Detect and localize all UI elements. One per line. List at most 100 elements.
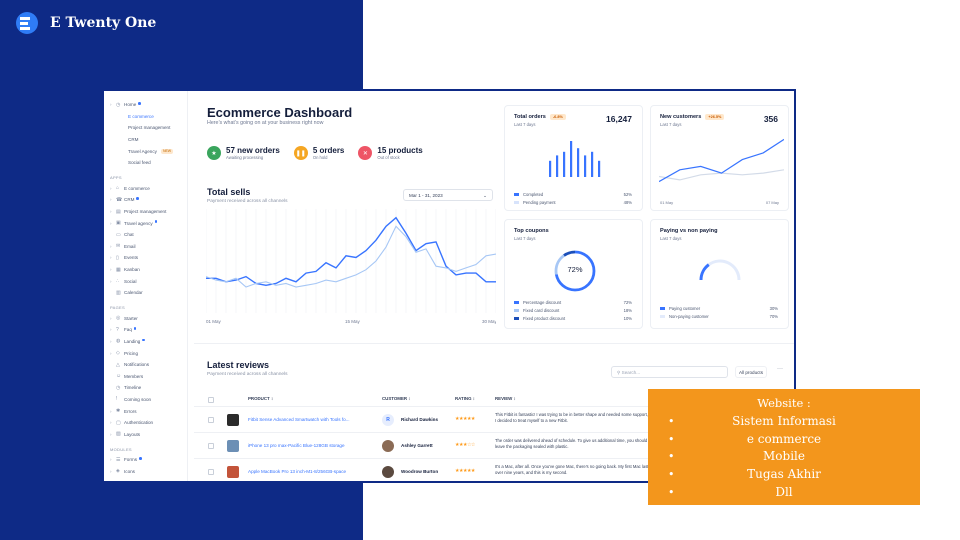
search-input[interactable]: ⚲ Search... <box>611 366 728 378</box>
paying-gauge-chart <box>699 259 741 281</box>
rating-stars: ★★★★★ <box>455 416 475 422</box>
sidebar-item-project-management[interactable]: Project management <box>110 122 187 134</box>
col-rating[interactable]: RATING ↕ <box>455 396 475 401</box>
legend-completed: Completed <box>514 192 543 197</box>
sidebar-item-e-commerce[interactable]: › ⌂ E commerce <box>110 183 187 195</box>
sidebar-item-landing[interactable]: › ◍ Landing <box>110 336 187 348</box>
legend-percentage: Percentage discount <box>514 300 561 305</box>
stat-new-orders: ★ 57 new orders Awaiting processing <box>207 146 280 160</box>
row-checkbox[interactable] <box>208 443 214 449</box>
review-text: The order was delivered ahead of schedul… <box>495 438 648 449</box>
legend-label: Non-paying customer <box>669 314 709 319</box>
sidebar-item-calendar[interactable]: ▥ Calendar <box>110 287 187 299</box>
total-sells-title: Total sells <box>207 187 251 197</box>
sidebar-section-label: MODULES <box>110 446 132 452</box>
chevron-right-icon: › <box>110 315 112 321</box>
more-icon[interactable]: ··· <box>777 366 783 372</box>
sidebar-item-members[interactable]: ☺ Members <box>110 370 187 382</box>
sidebar-item-kanban[interactable]: › ▦ Kanban <box>110 264 187 276</box>
row-checkbox[interactable] <box>208 417 214 423</box>
sidebar-item-coming-soon[interactable]: ! Coming soon <box>110 394 187 406</box>
sidebar-item-social-feed[interactable]: Social feed <box>110 157 187 169</box>
tag-icon: ◇ <box>116 350 120 357</box>
sidebar-item-events[interactable]: › ▯ Events <box>110 252 187 264</box>
sidebar-item-label: Pricing <box>124 350 139 356</box>
sidebar-item-faq[interactable]: ›? Faq <box>110 324 187 336</box>
product-filter[interactable]: All products <box>735 366 768 378</box>
legend-swatch <box>514 309 519 312</box>
date-range-select[interactable]: Mar 1 - 31, 2023 ⌄ <box>403 189 493 201</box>
sidebar-item-icons[interactable]: › ◈ Icons <box>110 466 187 478</box>
chevron-right-icon: › <box>110 267 112 273</box>
coupons-donut-chart <box>554 250 596 292</box>
sidebar-item-label: Authentication <box>124 420 154 426</box>
sidebar-item-chat[interactable]: ▭ Chat <box>110 229 187 241</box>
customer-name[interactable]: Richard Dawkins <box>401 417 439 422</box>
sidebar-item-label: Errors <box>124 408 137 414</box>
sidebar-item-notifications[interactable]: △ Notifications <box>110 359 187 371</box>
col-review[interactable]: REVIEW ↕ <box>495 396 516 401</box>
sidebar-item-forms[interactable]: › ☰ Forms <box>110 454 187 466</box>
new-customers-title: New customers <box>660 114 702 120</box>
clipboard-icon: ▤ <box>116 208 121 215</box>
sidebar-item-travel-agency[interactable]: › ▣ Travel agency <box>110 217 187 229</box>
sidebar-item-timeline[interactable]: ◷ Timeline <box>110 382 187 394</box>
sidebar-item-label: Members <box>124 373 144 379</box>
card-period: Last 7 days <box>514 236 536 241</box>
phone-icon: ☎ <box>116 196 123 203</box>
stat-on-hold: ❚❚ 5 orders On hold <box>293 146 344 160</box>
sidebar-item-travel-agency[interactable]: Travel Agency NEW <box>110 145 187 157</box>
sidebar-item-authentication[interactable]: › ▢ Authentication <box>110 417 187 429</box>
sidebar-item-label: Timeline <box>124 385 142 391</box>
sidebar-item-label: Travel Agency <box>128 148 157 154</box>
customer-name[interactable]: Woodrow Burton <box>401 469 439 474</box>
sidebar-item-crm[interactable]: CRM <box>110 134 187 146</box>
sidebar-item-label: Coming soon <box>124 396 152 402</box>
sidebar-item-e-commerce[interactable]: E commerce <box>110 111 187 123</box>
x-tick-label: 30 May <box>482 319 496 324</box>
sidebar-item-email[interactable]: › ✉ Email <box>110 241 187 253</box>
sidebar-item-layouts[interactable]: › ▧ Layouts <box>110 428 187 440</box>
reviews-subtitle: Payment received across all channels <box>207 372 288 377</box>
x-icon: ✕ <box>358 146 373 160</box>
star-icon: ★ <box>207 146 221 160</box>
brand: E Twenty One <box>16 12 156 34</box>
select-all-checkbox[interactable] <box>208 397 214 403</box>
search-placeholder: Search... <box>621 370 641 375</box>
sidebar-item-label: Notifications <box>124 362 150 368</box>
total-orders-card: Total orders -6.8% Last 7 days 16,247 Com… <box>504 105 643 211</box>
product-link[interactable]: iPhone 13 pro max-Pacific Blue-128GB sto… <box>248 443 345 448</box>
customer-name[interactable]: Ashley Garrett <box>401 443 433 448</box>
col-customer[interactable]: CUSTOMER ↕ <box>382 396 411 401</box>
product-link[interactable]: Apple MacBook Pro 13 inch-M1-8/256GB-spa… <box>248 469 347 474</box>
avatar: R <box>382 414 394 426</box>
sidebar-item-project-management[interactable]: › ▤ Project management <box>110 206 187 218</box>
sidebar-item-crm[interactable]: › ☎ CRM <box>110 194 187 206</box>
table-row[interactable]: Fitbit Sense Advanced Smartwatch with To… <box>194 406 794 432</box>
sidebar-item-label: Layouts <box>124 431 141 437</box>
avatar <box>382 466 394 478</box>
sidebar-item-home[interactable]: › ◷ Home <box>110 99 187 111</box>
chevron-down-icon: ⌄ <box>483 193 487 198</box>
sidebar-item-starter[interactable]: › ◎ Starter <box>110 313 187 325</box>
col-product[interactable]: PRODUCT ↕ <box>248 396 274 401</box>
promo-item: Mobile <box>648 448 920 466</box>
sidebar-item-pricing[interactable]: › ◇ Pricing <box>110 347 187 359</box>
stat-value: 15 products <box>377 146 423 155</box>
axis-label: 07 May <box>765 200 779 205</box>
x-tick-label: 01 May <box>206 319 222 324</box>
sidebar-item-social[interactable]: › ∴ Social <box>110 275 187 287</box>
product-link[interactable]: Fitbit Sense Advanced Smartwatch with To… <box>248 417 350 422</box>
table-row[interactable]: Apple MacBook Pro 13 inch-M1-8/256GB-spa… <box>194 458 794 481</box>
top-coupons-card: Top coupons Last 7 days 72% Percentage d… <box>504 219 643 329</box>
brand-logo-icon <box>16 12 42 34</box>
form-icon: ☰ <box>116 456 121 463</box>
stat-label: On hold <box>312 155 328 160</box>
row-checkbox[interactable] <box>208 469 214 475</box>
product-thumbnail <box>227 466 239 478</box>
legend-paying: Paying customer <box>660 306 700 311</box>
table-row[interactable]: iPhone 13 pro max-Pacific Blue-128GB sto… <box>194 432 794 458</box>
globe-icon: ◍ <box>116 338 121 345</box>
card-value: 356 <box>763 114 778 124</box>
sidebar-item-errors[interactable]: › ✱ Errors <box>110 405 187 417</box>
